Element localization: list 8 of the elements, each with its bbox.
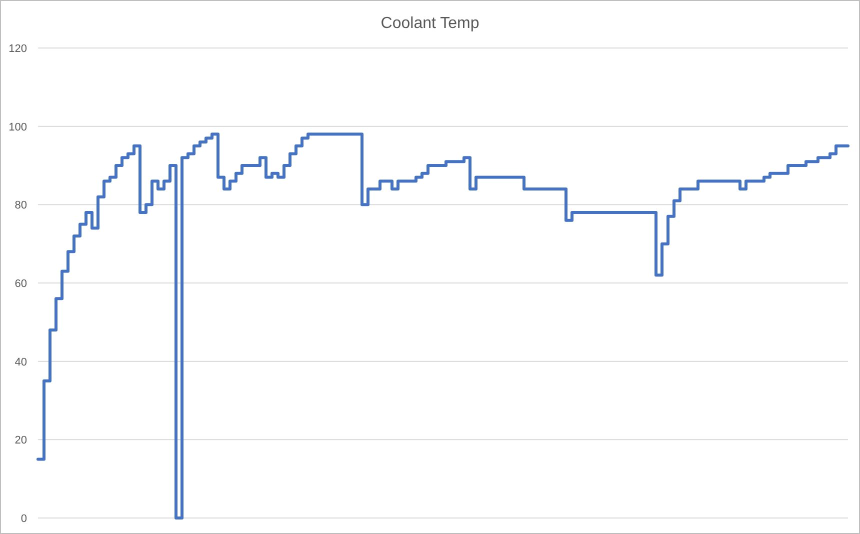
- y-tick-label: 0: [20, 513, 27, 525]
- y-tick-label: 40: [14, 356, 27, 368]
- chart-title: Coolant Temp: [380, 15, 480, 32]
- y-tick-label: 120: [8, 43, 27, 55]
- y-tick-label: 80: [14, 200, 27, 212]
- y-tick-label: 100: [8, 121, 27, 134]
- y-tick-label: 20: [14, 434, 27, 447]
- y-tick-label: 60: [14, 278, 27, 290]
